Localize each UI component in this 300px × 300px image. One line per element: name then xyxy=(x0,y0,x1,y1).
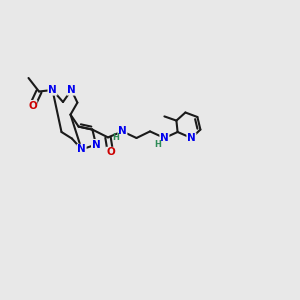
Text: H: H xyxy=(112,134,119,142)
Text: N: N xyxy=(92,140,100,150)
Text: N: N xyxy=(48,85,57,95)
Text: H: H xyxy=(154,140,161,149)
Text: N: N xyxy=(160,133,169,143)
Text: N: N xyxy=(118,126,127,136)
Text: O: O xyxy=(28,100,37,111)
Text: N: N xyxy=(77,144,86,154)
Text: N: N xyxy=(67,85,76,95)
Text: N: N xyxy=(187,133,196,143)
Text: O: O xyxy=(106,147,115,158)
